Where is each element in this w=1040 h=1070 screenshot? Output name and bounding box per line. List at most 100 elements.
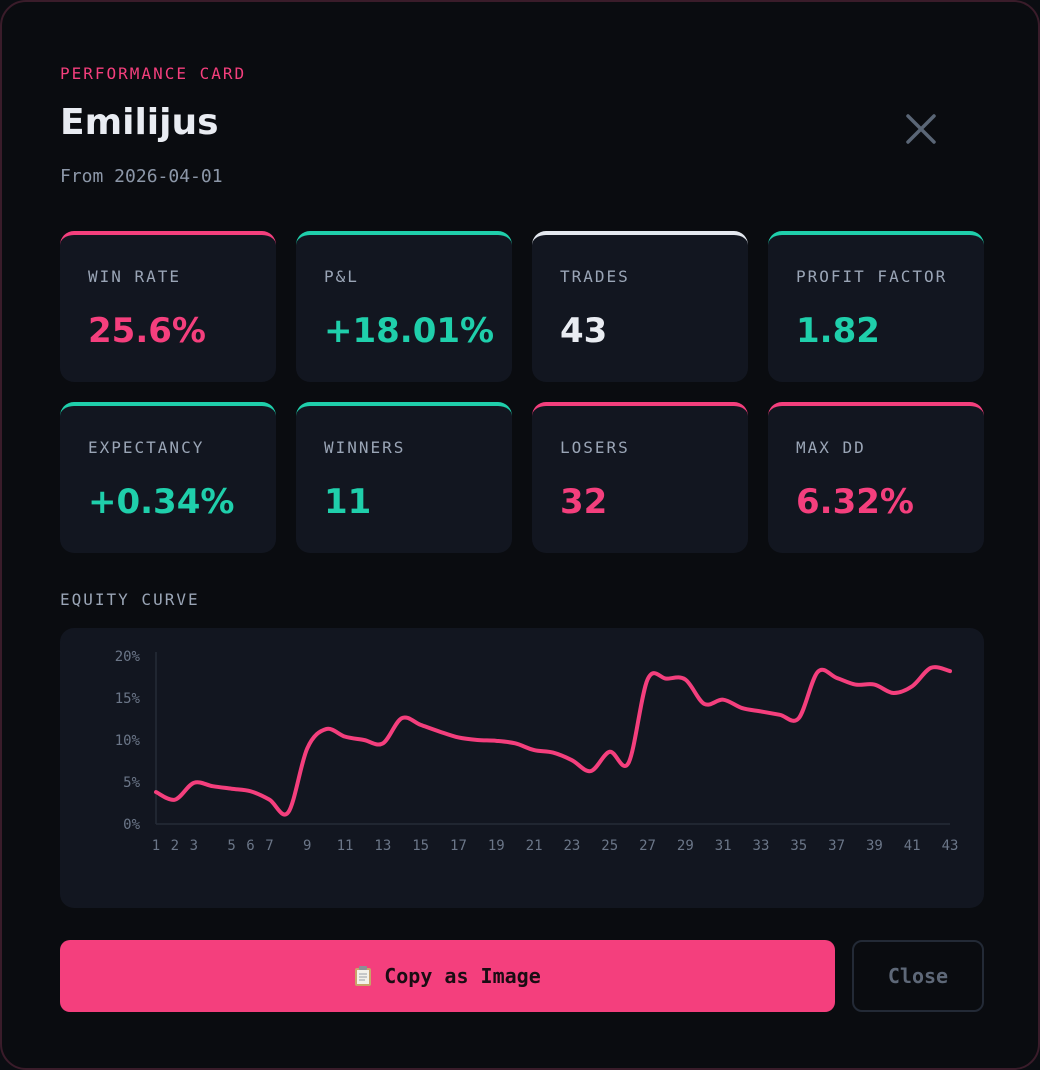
- equity-point: [324, 727, 328, 731]
- equity-point: [192, 781, 196, 785]
- stat-label: PROFIT FACTOR: [796, 267, 948, 286]
- x-tick-label: 39: [866, 838, 883, 854]
- equity-point: [362, 738, 366, 742]
- stat-label: EXPECTANCY: [88, 438, 205, 457]
- equity-point: [286, 810, 290, 814]
- stat-card-expectancy: EXPECTANCY +0.34%: [60, 402, 276, 553]
- y-tick-label: 15%: [115, 691, 141, 707]
- x-tick-label: 9: [303, 838, 311, 854]
- equity-point: [910, 684, 914, 688]
- stat-value: 43: [560, 311, 608, 351]
- stat-value: 32: [560, 482, 608, 522]
- equity-point: [627, 761, 631, 765]
- equity-curve-label: EQUITY CURVE: [60, 590, 200, 609]
- date-range: From 2026-04-01: [60, 166, 223, 187]
- stat-card-max-dd: MAX DD 6.32%: [768, 402, 984, 553]
- equity-point: [419, 723, 423, 727]
- equity-point: [570, 758, 574, 762]
- x-tick-label: 7: [265, 838, 273, 854]
- x-tick-label: 37: [828, 838, 845, 854]
- equity-point: [929, 666, 933, 670]
- equity-point: [532, 748, 536, 752]
- equity-point: [230, 787, 234, 791]
- equity-point: [343, 735, 347, 739]
- stats-grid: WIN RATE 25.6% P&L +18.01% TRADES 43 PRO…: [60, 231, 984, 553]
- stat-value: +18.01%: [324, 311, 495, 351]
- x-tick-label: 41: [904, 838, 921, 854]
- equity-point: [721, 698, 725, 702]
- equity-point: [475, 738, 479, 742]
- equity-point: [664, 677, 668, 681]
- equity-point: [683, 678, 687, 682]
- stat-label: LOSERS: [560, 438, 630, 457]
- equity-point: [400, 716, 404, 720]
- equity-point: [816, 670, 820, 674]
- y-tick-label: 10%: [115, 733, 141, 749]
- stat-label: WINNERS: [324, 438, 406, 457]
- page-title: Emilijus: [60, 102, 219, 143]
- x-tick-label: 5: [227, 838, 235, 854]
- stat-label: TRADES: [560, 267, 630, 286]
- equity-point: [702, 702, 706, 706]
- stat-label: P&L: [324, 267, 359, 286]
- equity-point: [948, 669, 952, 673]
- equity-point: [513, 741, 517, 745]
- copy-button-label: Copy as Image: [384, 964, 541, 988]
- equity-point: [456, 735, 460, 739]
- stat-card-trades: TRADES 43: [532, 231, 748, 382]
- stat-card-profit-factor: PROFIT FACTOR 1.82: [768, 231, 984, 382]
- equity-point: [381, 741, 385, 745]
- stat-value: 6.32%: [796, 482, 914, 522]
- y-tick-label: 0%: [123, 817, 140, 833]
- x-tick-label: 6: [246, 838, 254, 854]
- equity-point: [551, 751, 555, 755]
- equity-point: [211, 784, 215, 788]
- equity-point: [891, 691, 895, 695]
- stat-card-winners: WINNERS 11: [296, 402, 512, 553]
- stat-card-pnl: P&L +18.01%: [296, 231, 512, 382]
- equity-point: [646, 678, 650, 682]
- stat-value: 25.6%: [88, 311, 206, 351]
- equity-point: [154, 790, 158, 794]
- equity-point: [305, 746, 309, 750]
- x-tick-label: 17: [450, 838, 467, 854]
- x-tick-label: 43: [942, 838, 959, 854]
- stat-label: MAX DD: [796, 438, 866, 457]
- x-tick-label: 25: [601, 838, 618, 854]
- equity-point: [853, 683, 857, 687]
- y-tick-label: 20%: [115, 649, 141, 665]
- equity-curve-svg: 0%5%10%15%20%1 2 3 5 6 7 9 11 13 15 17 19 21 23 25 27 29…: [115, 649, 959, 854]
- stat-value: +0.34%: [88, 482, 235, 522]
- x-tick-label: 15: [412, 838, 429, 854]
- equity-line: [154, 665, 952, 817]
- equity-point: [740, 706, 744, 710]
- x-tick-label: 3: [190, 838, 198, 854]
- stat-label: WIN RATE: [88, 267, 182, 286]
- x-tick-label: 11: [337, 838, 354, 854]
- stat-value: 11: [324, 482, 372, 522]
- equity-point: [608, 750, 612, 754]
- x-tick-label: 2: [171, 838, 179, 854]
- equity-point: [835, 676, 839, 680]
- stat-card-win-rate: WIN RATE 25.6%: [60, 231, 276, 382]
- x-tick-label: 13: [374, 838, 391, 854]
- equity-curve-chart: 0% 5% 10% 15% 20% 1 2 3 5 6 7 9 11 13 15 17 19 21 23 25 27 29…: [60, 628, 984, 908]
- clipboard-icon: [354, 965, 372, 987]
- equity-point: [872, 683, 876, 687]
- x-tick-label: 19: [488, 838, 505, 854]
- copy-as-image-button[interactable]: Copy as Image: [60, 940, 835, 1012]
- y-tick-label: 5%: [123, 775, 140, 791]
- x-tick-label: 33: [753, 838, 770, 854]
- equity-point: [778, 713, 782, 717]
- x-tick-label: 35: [790, 838, 807, 854]
- card-eyebrow: PERFORMANCE CARD: [60, 64, 247, 83]
- equity-point: [249, 789, 253, 793]
- stat-card-losers: LOSERS 32: [532, 402, 748, 553]
- close-button[interactable]: Close: [852, 940, 984, 1012]
- close-icon[interactable]: [900, 108, 942, 150]
- equity-point: [589, 769, 593, 773]
- equity-point: [494, 739, 498, 743]
- equity-point: [267, 798, 271, 802]
- x-tick-label: 31: [715, 838, 732, 854]
- equity-point: [173, 798, 177, 802]
